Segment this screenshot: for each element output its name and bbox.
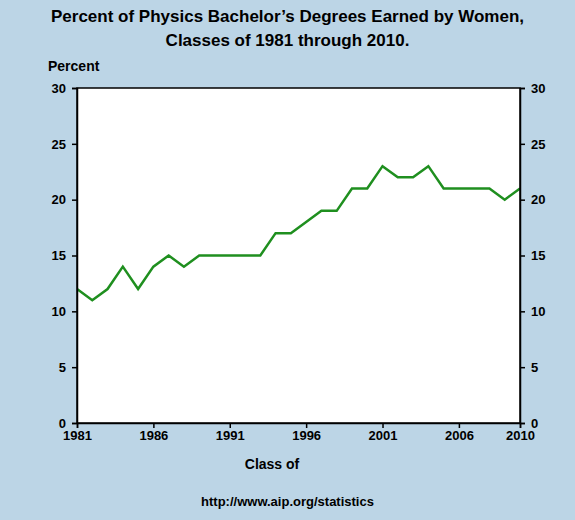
- x-axis-title: Class of: [245, 456, 300, 472]
- tick-label: 25: [52, 136, 66, 151]
- tick-label: 1991: [216, 428, 245, 443]
- y-axis-title: Percent: [48, 58, 100, 74]
- title: Percent of Physics Bachelor’s Degrees Ea…: [51, 7, 524, 26]
- tick-mark: [72, 88, 77, 90]
- tick-label: 25: [531, 136, 545, 151]
- tick-label: 10: [531, 304, 545, 319]
- tick-label: 1986: [139, 428, 168, 443]
- x-axis: 1981198619911996200120062010: [63, 423, 535, 443]
- plot: [77, 166, 520, 300]
- tick: 5: [59, 360, 77, 375]
- tick-mark: [520, 88, 525, 90]
- tick-label: 20: [52, 192, 66, 207]
- source: http://www.aip.org/statistics: [201, 494, 374, 509]
- tick-mark: [520, 255, 525, 257]
- tick: 15: [52, 248, 77, 263]
- tick-mark: [72, 144, 77, 146]
- axis-line: [521, 89, 526, 424]
- tick-label: 2001: [369, 428, 398, 443]
- tick-mark: [520, 144, 525, 146]
- tick-label: 5: [59, 360, 66, 375]
- tick: 10: [520, 304, 545, 319]
- tick-mark: [520, 367, 525, 369]
- tick: 2006: [445, 423, 474, 443]
- plot-area: [77, 88, 520, 423]
- tick-label: 5: [531, 360, 538, 375]
- tick: 1991: [216, 423, 245, 443]
- tick-label: 1981: [63, 428, 92, 443]
- tick: 15: [520, 248, 545, 263]
- tick: 25: [520, 136, 545, 151]
- data-line: [77, 166, 520, 300]
- tick-mark: [72, 367, 77, 369]
- tick-label: 1996: [292, 428, 321, 443]
- tick-label: 0: [59, 416, 66, 431]
- tick-mark: [520, 423, 525, 425]
- chart: 1981 1986 1991 1996 2001 2006 20 10 0 5 10 15 20 25 30…: [0, 0, 575, 520]
- tick: 1996: [292, 423, 321, 443]
- tick: 1981: [63, 423, 92, 443]
- tick-mark: [72, 311, 77, 313]
- tick-label: 10: [52, 304, 66, 319]
- tick: 1986: [139, 423, 168, 443]
- tick: 30: [52, 81, 77, 96]
- tick-mark: [520, 311, 525, 313]
- tick: 2001: [369, 423, 398, 443]
- tick-label: 15: [52, 248, 66, 263]
- tick: 25: [52, 136, 77, 151]
- tick-label: 30: [52, 81, 66, 96]
- y-axis-left: 0 5 10 15 20 25 30: [52, 81, 78, 431]
- tick: 5: [520, 360, 538, 375]
- background: [0, 0, 575, 520]
- tick-mark: [72, 255, 77, 257]
- title: Classes of 1981 through 2010.: [166, 31, 410, 50]
- axis-line: [72, 89, 78, 424]
- y-axis-right: 0 5 10 15 20 25 30: [520, 81, 545, 431]
- tick-label: 20: [531, 192, 545, 207]
- tick-mark: [72, 199, 77, 201]
- tick-label: 2006: [445, 428, 474, 443]
- tick: 10: [52, 304, 77, 319]
- tick: 30: [520, 81, 545, 96]
- tick: 20: [52, 192, 77, 207]
- tick-label: 0: [531, 416, 538, 431]
- tick-mark: [520, 199, 525, 201]
- tick-label: 15: [531, 248, 545, 263]
- tick: 0: [520, 416, 538, 431]
- tick: 20: [520, 192, 545, 207]
- plot-frame: [77, 88, 520, 423]
- tick-label: 30: [531, 81, 545, 96]
- tick: 0: [59, 416, 77, 431]
- tick-mark: [72, 423, 77, 425]
